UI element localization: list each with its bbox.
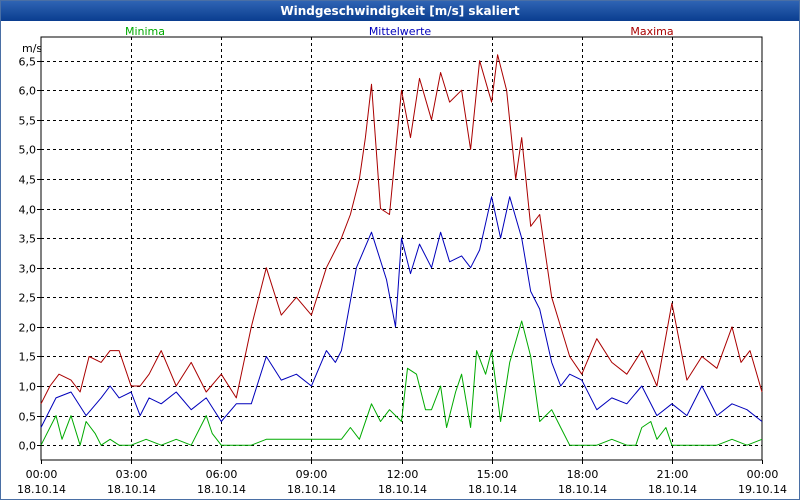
y-tick-label: 5,5 [19,115,37,128]
legend-minima: Minima [125,25,165,38]
y-tick-label: 6,0 [19,85,37,98]
x-tick-time: 18:00 [567,468,599,481]
y-ticks: 0,0 0,5 1,0 1,5 2,0 2,5 3,0 3,5 4,0 4,5 5,0 5,5 6,0 6… [19,56,41,453]
y-tick-label: 4,5 [19,174,37,187]
x-ticks: 00:00 18.10.14 03:00 18.10.14 06:00 18.10.14 0… [17,460,787,496]
x-tick-date: 18.10.14 [378,483,427,496]
x-tick-date: 18.10.14 [468,483,517,496]
x-tick-date: 18.10.14 [558,483,607,496]
plot-frame [40,36,763,461]
x-tick-time: 00:00 [26,468,58,481]
y-tick-label: 0,0 [19,440,37,453]
x-tick-time: 15:00 [477,468,509,481]
x-tick-date: 18.10.14 [197,483,246,496]
x-tick-time: 00:00 [747,468,779,481]
x-tick-time: 21:00 [657,468,689,481]
y-tick-label: 6,5 [19,56,37,69]
y-tick-label: 1,0 [19,381,37,394]
series-line-mittelwerte [40,196,763,428]
x-tick-time: 06:00 [206,468,238,481]
window-title: Windgeschwindigkeit [m/s] skaliert [1,1,799,21]
x-tick-time: 09:00 [296,468,328,481]
y-tick-label: 1,5 [19,351,37,364]
y-tick-label: 2,5 [19,292,37,305]
series-lines [40,54,763,446]
y-tick-label: 3,5 [19,233,37,246]
y-tick-label: 0,5 [19,411,37,424]
x-tick-date: 19.10.14 [738,483,787,496]
series-line-minima [40,320,763,446]
x-tick-date: 18.10.14 [17,483,66,496]
y-tick-label: 4,0 [19,204,37,217]
x-tick-date: 18.10.14 [648,483,697,496]
legend-mittelwerte: Mittelwerte [369,25,432,38]
series-line-maxima [40,54,763,405]
x-tick-time: 03:00 [116,468,148,481]
x-tick-time: 12:00 [387,468,419,481]
y-tick-label: 2,0 [19,322,37,335]
legend-maxima: Maxima [630,25,673,38]
y-tick-label: 5,0 [19,144,37,157]
x-tick-date: 18.10.14 [287,483,336,496]
grid [41,37,762,460]
y-axis-label: m/s [22,42,42,55]
y-tick-label: 3,0 [19,263,37,276]
x-tick-date: 18.10.14 [107,483,156,496]
